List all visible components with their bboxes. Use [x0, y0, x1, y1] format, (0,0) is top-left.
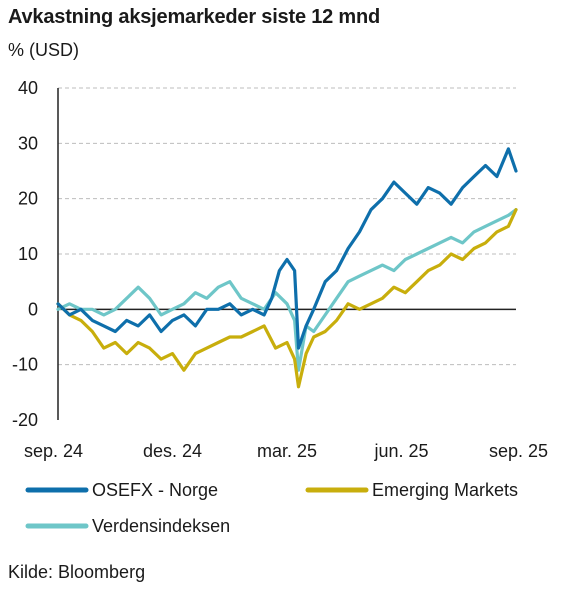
- x-tick-label: sep. 25: [489, 441, 548, 461]
- legend-label-emerging-markets: Emerging Markets: [372, 480, 518, 500]
- y-tick-label: 20: [18, 189, 38, 209]
- axes: [57, 88, 516, 420]
- y-tick-label: 40: [18, 78, 38, 98]
- gridlines: [58, 87, 516, 366]
- legend-label-osefx-norge: OSEFX - Norge: [92, 480, 218, 500]
- y-axis-unit: % (USD): [8, 40, 79, 60]
- series-line-verdensindeksen: [56, 208, 518, 372]
- series-lines: [56, 147, 518, 389]
- chart-title: Avkastning aksjemarkeder siste 12 mnd: [8, 6, 381, 28]
- series-line-emerging-markets: [56, 208, 518, 389]
- y-tick-label: 30: [18, 133, 38, 153]
- x-tick-label: des. 24: [143, 441, 202, 461]
- legend-label-verdensindeksen: Verdensindeksen: [92, 516, 230, 536]
- x-tick-label: jun. 25: [373, 441, 428, 461]
- x-tick-label: sep. 24: [24, 441, 83, 461]
- legend: OSEFX - Norge Emerging Markets Verdensinde…: [25, 480, 518, 536]
- y-tick-label: -10: [12, 355, 38, 375]
- y-tick-label: 10: [18, 244, 38, 264]
- y-tick-label: -20: [12, 410, 38, 430]
- y-tick-label: 0: [28, 299, 38, 319]
- x-tick-labels: sep. 24 des. 24 mar. 25 jun. 25 sep. 25: [24, 441, 548, 461]
- series-line-osefx-norge: [56, 147, 518, 350]
- source-note: Kilde: Bloomberg: [8, 562, 146, 582]
- x-tick-label: mar. 25: [257, 441, 317, 461]
- y-tick-labels: 40 30 20 10 0 -10 -20: [12, 78, 38, 430]
